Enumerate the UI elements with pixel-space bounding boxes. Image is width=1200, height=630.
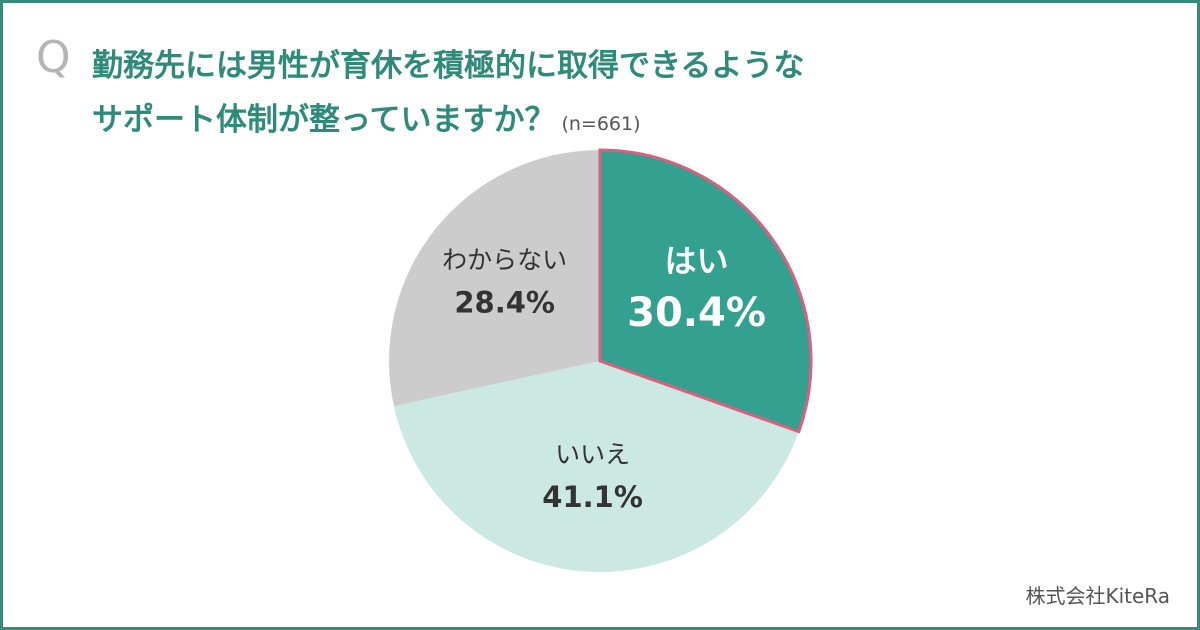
- pie-slice-1: [600, 150, 812, 432]
- question-mark: Q: [36, 32, 71, 83]
- slice-label-2: いいえ: [555, 440, 630, 469]
- pie-slice-3: [388, 150, 600, 407]
- slice-label-3: わからない: [442, 245, 567, 274]
- question-line-2-text: サポート体制が整っていますか？: [92, 102, 556, 138]
- highlight-outline-1: [598, 148, 813, 434]
- pie-slice-2: [393, 361, 799, 572]
- slice-label-1: はい: [665, 242, 729, 280]
- question-line-2: サポート体制が整っていますか？ (n=661): [92, 94, 641, 139]
- company-credit: 株式会社KiteRa: [1025, 584, 1170, 608]
- slice-value-2: 41.1%: [542, 480, 643, 514]
- question-line-1: 勤務先には男性が育休を積極的に取得できるような: [92, 48, 805, 84]
- slice-value-3: 28.4%: [454, 285, 555, 319]
- slice-value-1: 30.4%: [627, 290, 766, 336]
- sample-size: (n=661): [561, 113, 641, 135]
